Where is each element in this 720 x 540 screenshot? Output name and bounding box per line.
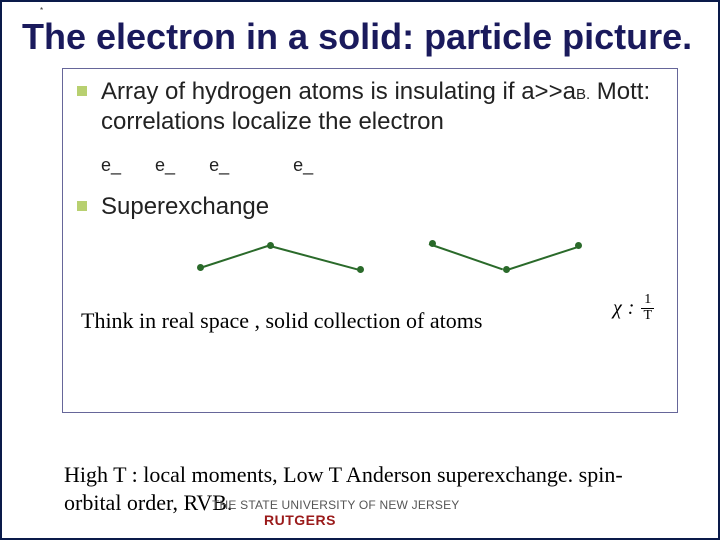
bullet-1-text: Array of hydrogen atoms is insulating if… <box>101 77 663 137</box>
spin-node <box>429 240 436 247</box>
electron-label-3: e_ <box>209 155 229 176</box>
chi-num: 1 <box>641 293 654 309</box>
spin-node <box>197 264 204 271</box>
bullet-1-sub: B. <box>576 86 590 103</box>
bullet-2-pre: Superexchange <box>101 193 269 220</box>
electron-label-1: e_ <box>101 155 121 176</box>
electron-label-2: e_ <box>155 155 175 176</box>
chi-equation: χ : 1 T <box>613 293 655 323</box>
bullet-2: Superexchange <box>77 192 663 222</box>
chi-den: T <box>640 309 655 324</box>
rutgers-logo: RUTGERS <box>264 512 336 528</box>
bullet-2-text: Superexchange <box>101 192 269 222</box>
slide-title: The electron in a solid: particle pictur… <box>22 18 698 56</box>
tiny-mark: * <box>40 6 43 15</box>
spin-edge <box>429 243 503 270</box>
electron-label-4: e_ <box>293 155 313 176</box>
spin-diagram <box>197 236 663 286</box>
spin-node <box>575 242 582 249</box>
content-box: Array of hydrogen atoms is insulating if… <box>62 68 678 413</box>
spin-node <box>357 266 364 273</box>
bullet-1: Array of hydrogen atoms is insulating if… <box>77 77 663 137</box>
spin-node <box>503 266 510 273</box>
square-bullet-icon <box>77 201 87 211</box>
spin-edge <box>270 245 359 271</box>
spin-edge <box>200 244 271 269</box>
square-bullet-icon <box>77 86 87 96</box>
spin-node <box>267 242 274 249</box>
overlap-text: THE STATE UNIVERSITY OF NEW JERSEY <box>212 498 460 512</box>
electron-row: e_ e_ e_ e_ <box>101 155 663 176</box>
chi-colon: : <box>628 297 635 320</box>
think-line: Think in real space , solid collection o… <box>81 308 663 334</box>
chi-fraction: 1 T <box>640 293 655 323</box>
chi-symbol: χ <box>613 297 622 320</box>
spin-edge <box>507 245 580 270</box>
bullet-1-pre: Array of hydrogen atoms is insulating if… <box>101 78 576 105</box>
